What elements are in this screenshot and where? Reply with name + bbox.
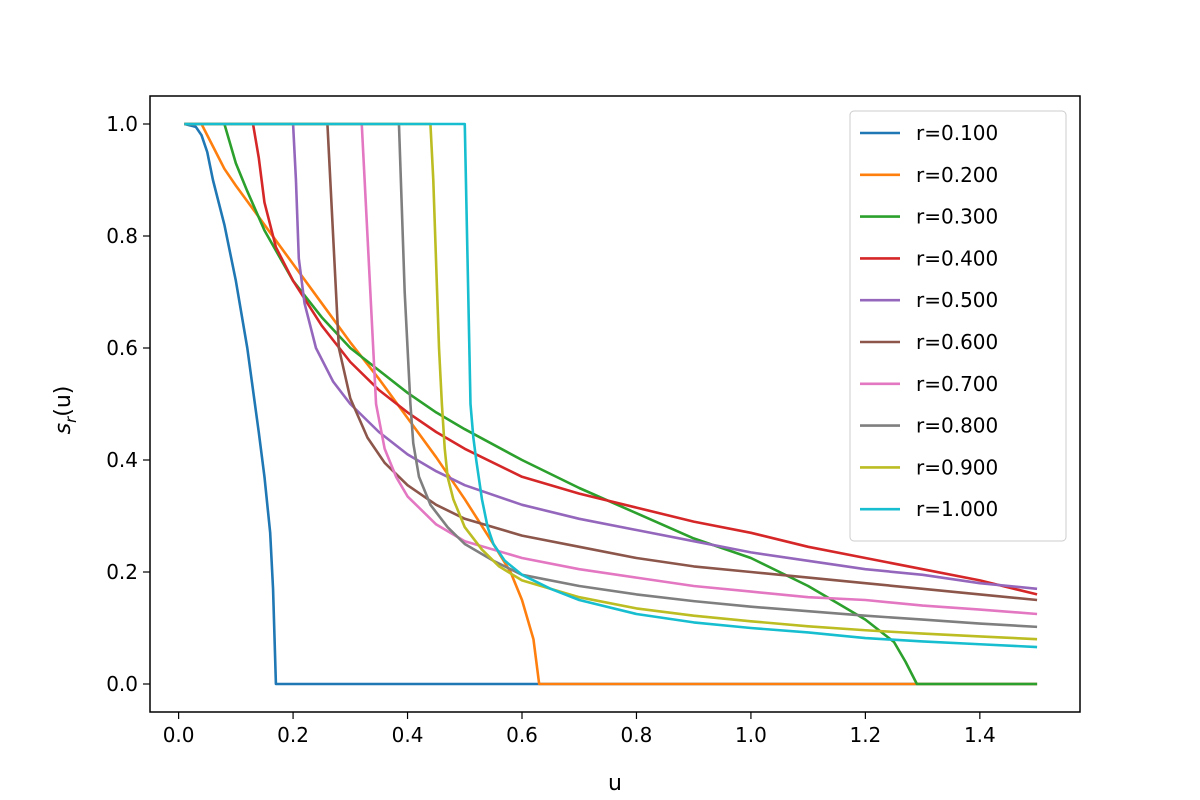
legend-label: r=0.700 bbox=[916, 372, 998, 396]
legend-label: r=1.000 bbox=[916, 497, 998, 521]
series-line-9 bbox=[184, 122, 1038, 641]
y-tick-label: 1.0 bbox=[106, 112, 138, 136]
y-tick-label: 0.8 bbox=[106, 224, 138, 248]
series-line-2 bbox=[184, 122, 1038, 686]
y-tick-label: 0.6 bbox=[106, 336, 138, 360]
plot-area bbox=[184, 122, 1038, 686]
x-tick-label: 1.2 bbox=[849, 723, 881, 747]
x-tick-label: 0.2 bbox=[277, 723, 309, 747]
series-line-5 bbox=[184, 122, 1038, 591]
axes-frame bbox=[149, 95, 1081, 713]
y-axis-label-argument: (u) bbox=[51, 386, 76, 417]
legend: r=0.100 r=0.200 r=0.300 r=0.400 r=0.500 r=0.6… bbox=[849, 110, 1067, 542]
x-tick-label: 0.0 bbox=[163, 723, 195, 747]
legend-label: r=0.200 bbox=[916, 163, 998, 187]
y-axis-label-subscript: r bbox=[62, 416, 80, 423]
x-tick-label: 0.6 bbox=[506, 723, 538, 747]
y-tick-label: 0.2 bbox=[106, 560, 138, 584]
x-tick-label: 1.0 bbox=[735, 723, 767, 747]
legend-label: r=0.400 bbox=[916, 246, 998, 270]
series-line-8 bbox=[184, 122, 1038, 629]
y-axis-label-base: s bbox=[51, 423, 76, 434]
x-axis: 0.0 0.2 0.4 0.6 0.8 1.0 1.2 1.4 bbox=[163, 712, 996, 747]
legend-label: r=0.500 bbox=[916, 288, 998, 312]
x-tick-label: 0.4 bbox=[392, 723, 424, 747]
legend-label: r=0.100 bbox=[916, 121, 998, 145]
y-axis: 0.0 0.2 0.4 0.6 0.8 1.0 bbox=[106, 112, 150, 696]
y-axis-label: sr(u) bbox=[51, 386, 80, 435]
legend-label: r=0.900 bbox=[916, 455, 998, 479]
y-tick-label: 0.0 bbox=[106, 672, 138, 696]
series-line-3 bbox=[184, 122, 1038, 686]
series-line-1 bbox=[184, 122, 1038, 686]
x-axis-label: u bbox=[608, 771, 622, 796]
y-tick-label: 0.4 bbox=[106, 448, 138, 472]
legend-label: r=0.800 bbox=[916, 414, 998, 438]
series-line-4 bbox=[184, 122, 1038, 596]
series-line-6 bbox=[184, 122, 1038, 602]
legend-label: r=0.600 bbox=[916, 330, 998, 354]
series-line-10 bbox=[184, 122, 1038, 649]
x-tick-label: 0.8 bbox=[621, 723, 653, 747]
x-tick-label: 1.4 bbox=[964, 723, 996, 747]
series-line-7 bbox=[184, 122, 1038, 616]
legend-box bbox=[849, 110, 1067, 542]
legend-label: r=0.300 bbox=[916, 205, 998, 229]
